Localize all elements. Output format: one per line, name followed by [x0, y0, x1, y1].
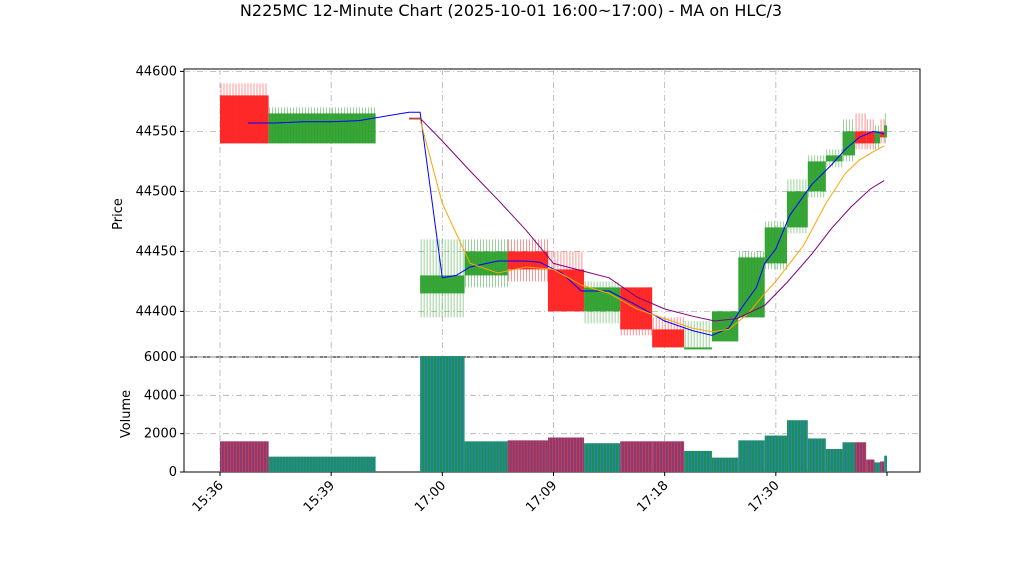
- volume-bar: [880, 461, 885, 472]
- moving-average-line: [247, 111, 885, 336]
- candle: [880, 119, 885, 144]
- candle-body: [855, 131, 867, 144]
- volume-bar: [620, 441, 653, 472]
- volume-bar: [420, 356, 465, 472]
- chart-title: N225MC 12-Minute Chart (2025-10-01 16:00…: [240, 1, 782, 20]
- volume-bar: [866, 459, 875, 472]
- candle: [220, 83, 269, 144]
- candle-body: [268, 113, 376, 144]
- volume-bar-fill: [547, 437, 585, 472]
- candle: [420, 239, 465, 318]
- volume-bar: [507, 440, 548, 472]
- volume-bar: [884, 455, 887, 472]
- volume-bar: [464, 441, 508, 472]
- candle-body: [866, 131, 875, 144]
- volume-bar: [855, 442, 867, 472]
- candle-body: [842, 131, 856, 156]
- candle-body: [420, 275, 465, 294]
- price-panel: 44400 44450 44500 44550 44600: [136, 64, 921, 358]
- candle: [584, 281, 621, 324]
- volume-bar-fill: [464, 441, 508, 472]
- candle-body: [786, 191, 808, 228]
- x-tick-label: 17:00: [412, 478, 449, 515]
- candle-body: [738, 257, 765, 318]
- volume-panel: 0 2000 4000 6000: [144, 350, 921, 480]
- volume-bar-fill: [880, 461, 885, 472]
- volume-bar: [547, 437, 585, 472]
- volume-bar: [584, 443, 621, 472]
- candle-body: [764, 227, 787, 264]
- candle: [855, 113, 867, 150]
- price-tick-label: 44450: [136, 244, 177, 259]
- volume-bar-fill: [620, 441, 653, 472]
- candle-body: [825, 155, 843, 162]
- volume-bar-fill: [652, 441, 685, 472]
- candle-body: [547, 269, 585, 312]
- volume-bar-fill: [855, 442, 867, 472]
- candle: [652, 317, 685, 348]
- volume-bar-fill: [764, 435, 787, 472]
- volume-bar-fill: [268, 456, 376, 472]
- volume-bar: [711, 457, 739, 472]
- candle: [507, 239, 548, 282]
- candle-body: [652, 329, 685, 348]
- volume-tick-label: 0: [169, 465, 177, 480]
- volume-bar: [652, 441, 685, 472]
- price-tick-label: 44400: [136, 304, 177, 319]
- volume-bar-fill: [825, 449, 843, 472]
- candle-body: [684, 347, 712, 350]
- volume-bar-fill: [507, 440, 548, 472]
- x-tick-label: 15:36: [190, 478, 227, 515]
- volume-bar: [842, 442, 856, 472]
- volume-bar: [268, 456, 376, 472]
- volume-tick-label: 2000: [144, 427, 177, 442]
- price-tick-label: 44500: [136, 184, 177, 199]
- candle: [825, 149, 843, 168]
- x-tick-label: 15:39: [301, 478, 338, 515]
- volume-bar: [807, 438, 826, 472]
- candle: [268, 107, 376, 144]
- candle-body: [220, 95, 269, 144]
- volume-axis-label: Volume: [119, 390, 134, 438]
- price-axis-label: Price: [111, 198, 126, 230]
- volume-bar: [764, 435, 787, 472]
- price-tick-label: 44550: [136, 124, 177, 139]
- candle: [874, 125, 881, 150]
- x-tick-label: 17:09: [523, 478, 560, 515]
- volume-bar-fill: [807, 438, 826, 472]
- volume-bar: [786, 420, 808, 472]
- volume-bar-fill: [684, 450, 712, 472]
- volume-bar: [738, 440, 765, 472]
- volume-bar: [825, 449, 843, 472]
- price-plot-frame: [183, 68, 921, 358]
- volume-bar-fill: [874, 462, 881, 472]
- volume-bar: [684, 450, 712, 472]
- candle-body: [507, 251, 548, 270]
- volume-bar-fill: [584, 443, 621, 472]
- volume-tick-label: 6000: [144, 350, 177, 365]
- candle-body: [874, 131, 881, 144]
- volume-bar: [874, 462, 881, 472]
- price-tick-label: 44600: [136, 64, 177, 79]
- candle: [684, 321, 712, 350]
- candle: [842, 119, 856, 162]
- x-tick-label: 17:30: [746, 478, 783, 515]
- candle: [711, 311, 739, 342]
- x-tick-label: 17:18: [634, 478, 671, 515]
- candle-body: [884, 125, 887, 138]
- candle: [884, 113, 887, 144]
- volume-tick-label: 4000: [144, 388, 177, 403]
- candle: [807, 155, 826, 198]
- candle-body: [880, 131, 885, 138]
- moving-average-line: [409, 117, 885, 322]
- x-axis: 15:36 15:39 17:00 17:09 17:18 17:30: [190, 472, 888, 515]
- candle-body: [711, 311, 739, 342]
- volume-bar: [220, 441, 269, 472]
- candle: [764, 221, 788, 270]
- volume-bar-fill: [842, 442, 856, 472]
- moving-average-line: [409, 118, 885, 333]
- candle: [786, 179, 808, 234]
